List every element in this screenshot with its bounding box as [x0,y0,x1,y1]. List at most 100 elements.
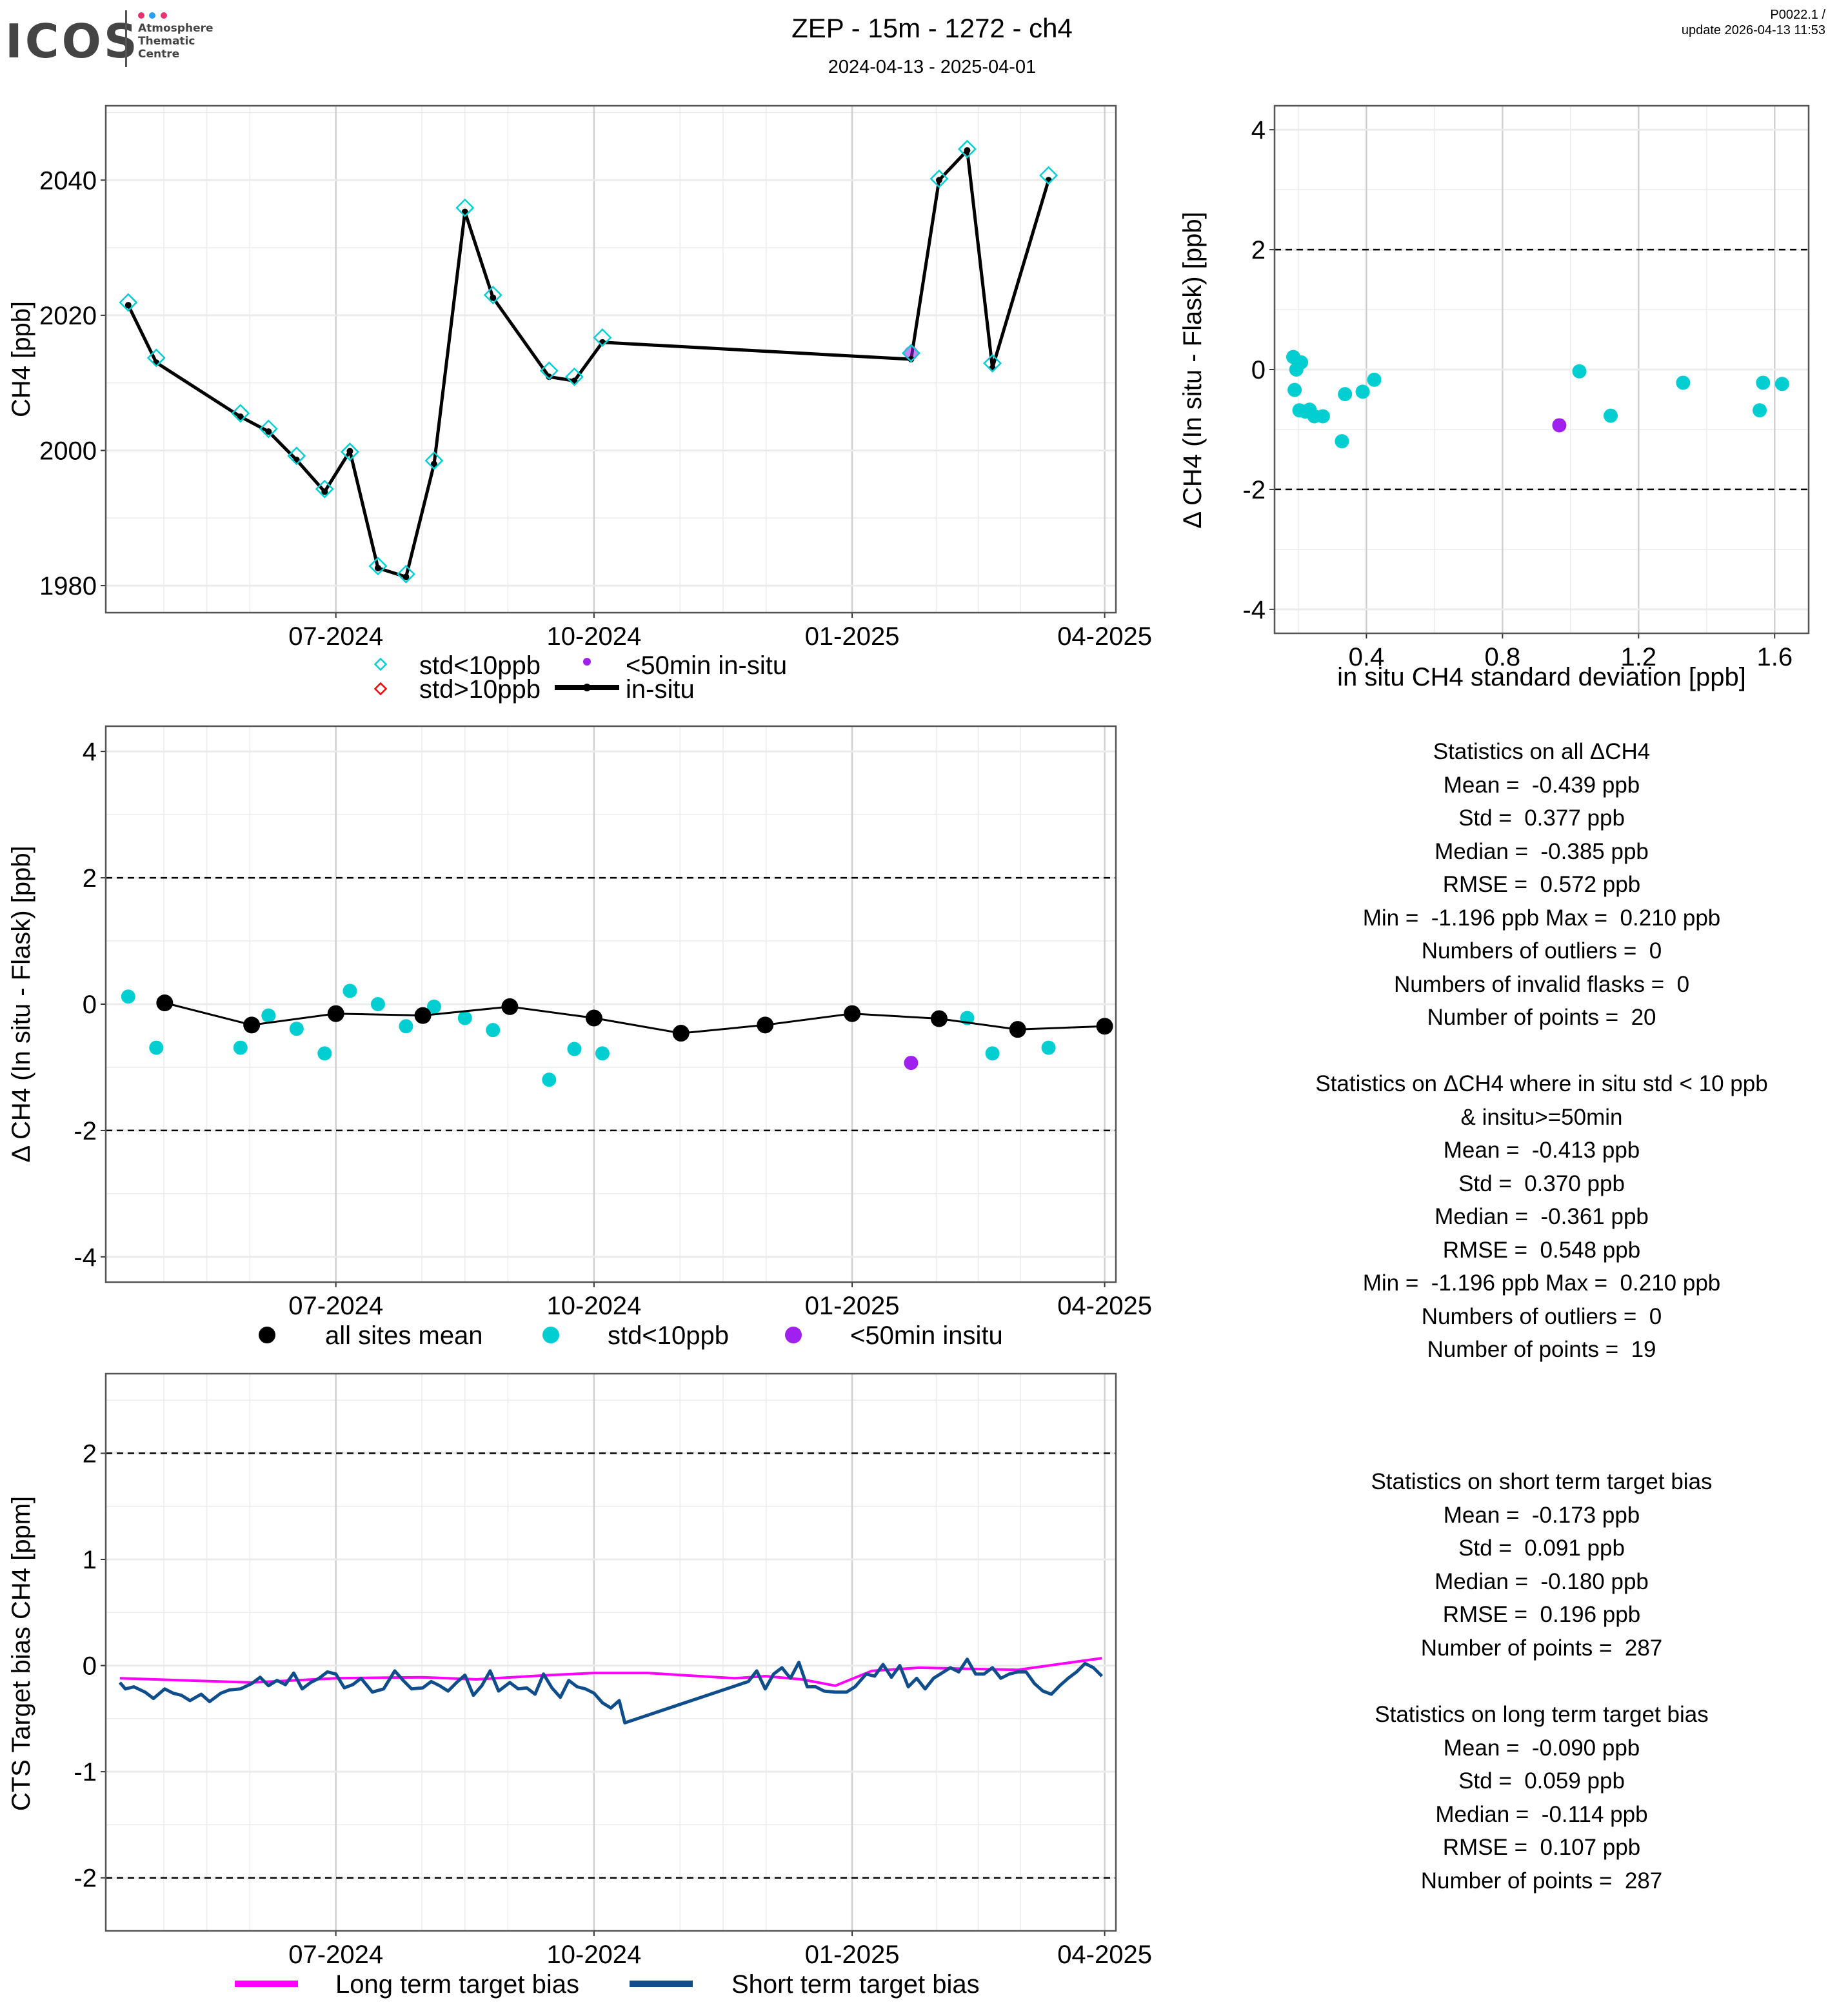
mean-point [585,1009,602,1027]
stats-long-title: Statistics on long term target bias [1375,1702,1709,1727]
x-tick-label: 1.6 [1756,643,1793,671]
stats-all-line: Mean = -0.439 ppb [1443,772,1640,798]
flask-point [231,404,250,423]
logo-dot-1 [138,12,144,19]
legend-std-lt10-label: std<10ppb [419,651,541,680]
stats-filtered: Statistics on ΔCH4 where in situ std < 1… [1264,1067,1819,1367]
y-tick-label: -2 [1242,476,1266,504]
legend-insitu-dot-icon [583,684,591,691]
mean-point [1096,1018,1113,1035]
insitu-point [124,302,132,309]
insitu-point [430,460,437,468]
insitu-point [321,488,328,495]
stats-all-line: Numbers of outliers = 0 [1421,938,1662,964]
stats-long-line: Std = 0.059 ppb [1458,1768,1625,1794]
x-tick-label: 01-2025 [805,622,900,651]
logo-sub-3: Centre [138,48,180,61]
x-tick-label: 01-2025 [805,1292,900,1320]
mean-point [243,1016,261,1034]
std-lt10-point [1041,1040,1056,1055]
stats-filtered-line: Mean = -0.413 ppb [1443,1138,1640,1163]
mean-line [164,1002,1105,1034]
y-tick-label: 2 [83,864,97,893]
c4-legend: Long term target bias Short term target … [235,1970,980,1999]
flask-point [315,479,334,499]
x-tick-label: 04-2025 [1057,1941,1152,1969]
std-lt10-point [1756,375,1771,390]
c3-legend: all sites mean std<10ppb <50min insitu [259,1321,1003,1350]
std-lt10-point [1315,409,1330,424]
legend-std-gt10-icon [373,682,388,696]
x-tick-label: 04-2025 [1057,622,1152,651]
stats-short-line: Number of points = 287 [1420,1635,1663,1661]
plot-border [104,104,1117,614]
legend-cyan-label: std<10ppb [608,1321,729,1350]
c1-legend: std<10ppb <50min in-situ std>10ppb in-si… [373,651,787,704]
insitu-point [346,448,353,455]
logo-dots [138,10,167,22]
logo-sub-1: Atmosphere [138,22,214,35]
flask-point [564,367,584,386]
x-tick-label: 01-2025 [805,1941,900,1969]
c3-ylabel: Δ CH4 (In situ - Flask) [ppb] [7,845,35,1162]
mean-point [757,1016,774,1034]
flask-point [929,169,949,188]
c4-ylabel: CTS Target bias CH4 [ppm] [7,1496,35,1811]
std-lt10-point [1774,377,1789,391]
short-insitu-point [904,1056,919,1071]
insitu-point [237,413,244,420]
stats-long-line: Number of points = 287 [1420,1868,1663,1893]
stats-filtered-line: Median = -0.361 ppb [1435,1204,1649,1229]
legend-cyan-icon [542,1327,559,1343]
logo-divider [125,10,127,67]
y-tick-label: -4 [1242,596,1266,624]
flask-point [340,442,359,462]
legend-mean-label: all sites mean [325,1321,483,1350]
logo-sub: Atmosphere Thematic Centre [138,22,214,61]
std-lt10-point [457,1011,472,1025]
stats-short-line: Mean = -0.173 ppb [1443,1502,1640,1528]
flask-point [593,328,612,347]
y-tick-label: 4 [1251,116,1266,144]
x-tick-label: 10-2024 [547,622,642,651]
y-tick-label: 2020 [39,302,97,330]
ch4-timeseries-chart: 07-2024 10-2024 01-2025 04-2025 1980 2000 2020… [39,104,1152,651]
insitu-point [935,177,942,184]
mean-point [156,994,174,1012]
std-lt10-point [1289,362,1304,377]
std-lt10-point [399,1019,413,1034]
std-lt10-point [370,997,385,1011]
y-tick-label: 2000 [39,437,97,465]
stats-short-line: RMSE = 0.196 ppb [1442,1602,1641,1627]
y-tick-label: 0 [83,991,97,1019]
flask-point [1039,166,1058,185]
std-lt10-point [1676,375,1691,390]
legend-50min-icon [583,658,591,666]
mean-point [930,1010,948,1027]
y-tick-label: 2040 [39,166,97,195]
flask-point [539,361,559,381]
insitu-point [490,294,497,301]
short-insitu-point [1552,418,1567,433]
y-tick-label: -2 [74,1864,97,1893]
y-tick-label: 1 [83,1546,97,1574]
update-label: update 2026-04-13 11:53 [1681,23,1825,37]
stats-all-line: Min = -1.196 ppb Max = 0.210 ppb [1362,905,1721,931]
y-tick-label: 2 [83,1439,97,1468]
std-lt10-point [985,1046,1000,1061]
y-tick-label: 0 [83,1652,97,1681]
c2-xlabel: in situ CH4 standard deviation [ppb] [1337,663,1746,691]
logo-sub-2: Thematic [138,35,195,48]
icos-logo: ICOS Atmosphere Thematic Centre [5,6,214,71]
page-subtitle: 2024-04-13 - 2025-04-01 [828,57,1037,77]
target-bias-chart: 07-2024 10-2024 01-2025 04-2025 -2 -1 0 1 2 [74,1372,1152,1969]
version-label: P0022.1 / [1770,8,1825,22]
stats-all-line: Std = 0.377 ppb [1458,806,1625,831]
x-tick-label: 07-2024 [288,622,383,651]
std-lt10-point [261,1008,276,1023]
flask-point [455,198,475,217]
stats-filtered-line: Number of points = 19 [1427,1337,1656,1362]
std-lt10-point [1753,403,1767,418]
stats-filtered-line: RMSE = 0.548 ppb [1442,1237,1641,1263]
flask-point [483,285,502,304]
